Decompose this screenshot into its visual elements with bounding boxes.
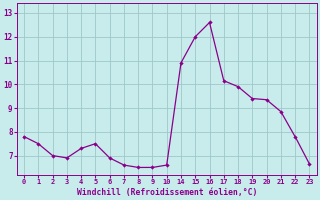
- X-axis label: Windchill (Refroidissement éolien,°C): Windchill (Refroidissement éolien,°C): [76, 188, 257, 197]
